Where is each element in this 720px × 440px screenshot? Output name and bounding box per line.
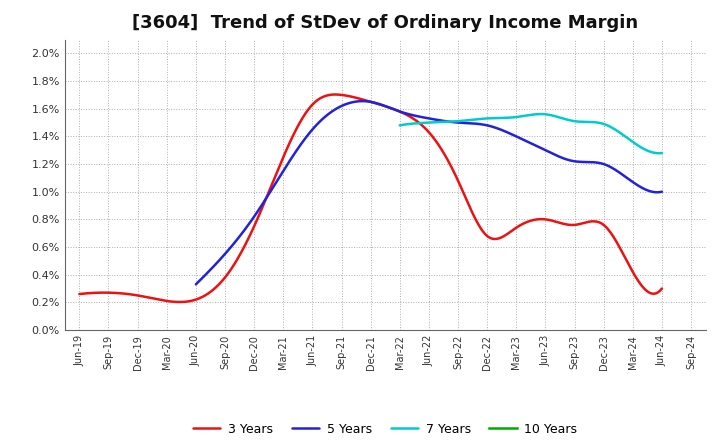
5 Years (359, 99, 367, 104)
3 Years (145, 295, 154, 301)
5 Years (343, 101, 352, 106)
3 Years (498, 234, 507, 239)
3 Years (444, 159, 453, 165)
7 Years (536, 111, 545, 117)
7 Years (561, 117, 570, 122)
7 Years (654, 150, 663, 156)
3 Years (266, 185, 275, 190)
5 Years (657, 189, 666, 194)
3 Years (657, 286, 666, 291)
3 Years (330, 92, 339, 97)
5 Years (486, 124, 495, 129)
7 Years (587, 119, 595, 125)
7 Years (585, 119, 594, 125)
7 Years (499, 115, 508, 121)
Line: 5 Years: 5 Years (196, 101, 662, 284)
3 Years (501, 232, 510, 238)
7 Years (657, 150, 666, 156)
5 Years (531, 143, 540, 148)
7 Years (481, 116, 490, 121)
5 Years (529, 142, 538, 147)
5 Years (377, 102, 386, 107)
7 Years (395, 123, 404, 128)
3 Years (307, 103, 316, 108)
Line: 7 Years: 7 Years (400, 114, 662, 153)
5 Years (248, 217, 256, 222)
Title: [3604]  Trend of StDev of Ordinary Income Margin: [3604] Trend of StDev of Ordinary Income… (132, 15, 638, 33)
7 Years (427, 120, 436, 125)
3 Years (75, 291, 84, 297)
5 Years (192, 282, 200, 287)
Legend: 3 Years, 5 Years, 7 Years, 10 Years: 3 Years, 5 Years, 7 Years, 10 Years (188, 418, 582, 440)
3 Years (176, 299, 184, 304)
Line: 3 Years: 3 Years (79, 95, 662, 302)
